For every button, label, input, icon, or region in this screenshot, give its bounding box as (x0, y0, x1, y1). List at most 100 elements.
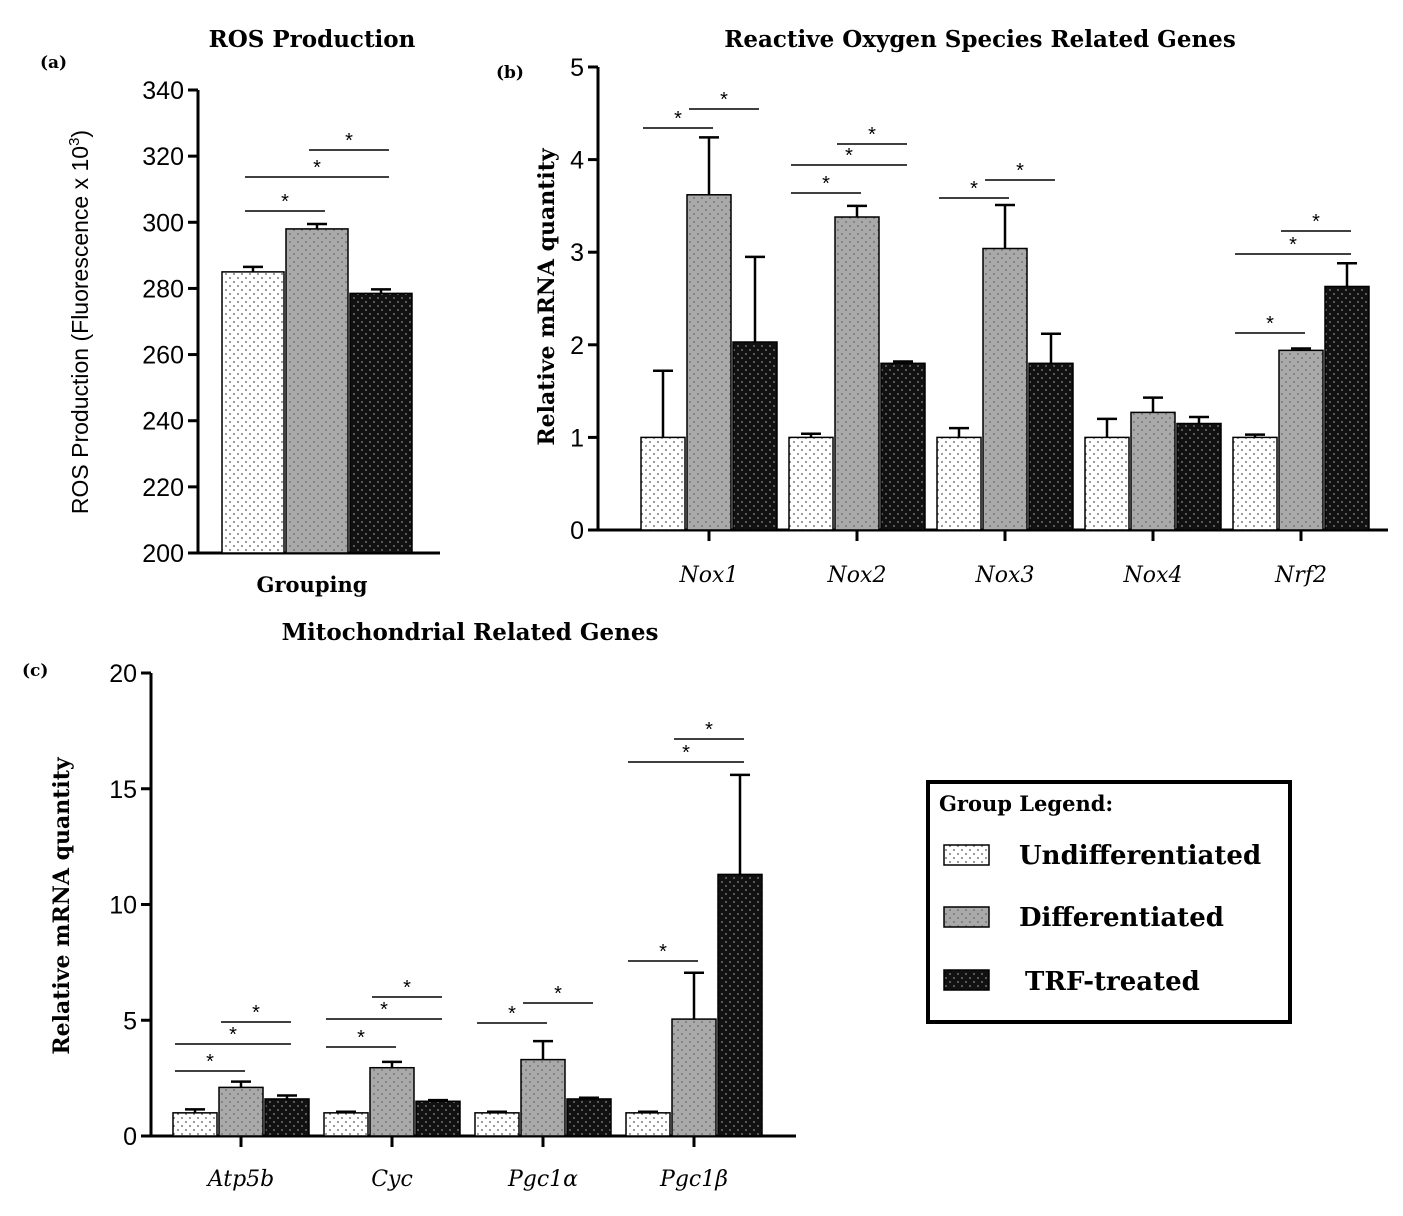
panel-b-x-tick-label: Nox2 (827, 563, 887, 588)
panel-c-ylabel: Relative mRNA quantity (49, 756, 75, 1055)
panel-c-x-tick-label: Cyc (371, 1167, 413, 1192)
panel-c-bar-trf-treated (264, 1098, 310, 1137)
panel-a-ylabel-close: ) (67, 130, 93, 138)
legend-swatch-undifferentiated (943, 844, 990, 866)
panel-b-bar-undifferentiated (936, 436, 982, 531)
panel-b-bar-trf-treated (1176, 422, 1222, 531)
panel-b-bar-differentiated (982, 247, 1028, 531)
panel-b-bar-trf-treated (1324, 285, 1370, 531)
panel-c-bar-undifferentiated (625, 1112, 671, 1137)
panel-c-bar-differentiated (218, 1086, 264, 1137)
panel-c-y-tick-label: 15 (109, 776, 137, 804)
panel-b-chart: (b) Reactive Oxygen Species Related Gene… (496, 26, 1388, 588)
legend-title: Group Legend: (939, 791, 1113, 816)
panel-b-y-tick-label: 1 (570, 424, 584, 452)
panel-a-y-tick-label: 280 (142, 275, 184, 303)
panel-b-bar-differentiated (1130, 411, 1176, 531)
panel-c-y-tick-label: 10 (109, 892, 137, 920)
panel-c-significance-star: * (252, 1002, 260, 1024)
panel-a-y-tick-label: 220 (142, 474, 184, 502)
panel-b-title: Reactive Oxygen Species Related Genes (724, 26, 1236, 53)
panel-c-significance-star: * (659, 941, 667, 963)
panel-b-significance-star: * (720, 89, 728, 111)
panel-b-significance-star: * (822, 173, 830, 195)
panel-c-y-tick-label: 20 (109, 660, 137, 688)
panel-b-significance-star: * (1016, 160, 1024, 182)
panel-a-bar-trf-treated (349, 292, 413, 554)
panel-b-y-tick-label: 0 (570, 517, 584, 545)
panel-b-bar-trf-treated (1028, 362, 1074, 531)
panel-b-bar-undifferentiated (640, 436, 686, 531)
panel-c-bar-trf-treated (415, 1100, 461, 1137)
panel-a-ylabel-superscript: 3 (66, 138, 83, 146)
panel-c-y-tick-label: 0 (123, 1123, 137, 1151)
panel-a-label: (a) (40, 53, 67, 73)
panel-a-y-tick-label: 340 (142, 77, 184, 105)
panel-b-significance-star: * (1266, 313, 1274, 335)
panel-c-chart: (c) Mitochondrial Related Genes Relative… (22, 619, 796, 1192)
panel-c-bar-differentiated (369, 1066, 415, 1137)
panel-a-bar-undifferentiated (221, 271, 285, 554)
panel-c-bar-differentiated (671, 1018, 717, 1137)
panel-c-x-tick-label: Pgc1β (659, 1167, 728, 1192)
panel-a-ylabel: ROS Production (Fluorescence x 103) (66, 130, 93, 514)
panel-b-significance-star: * (868, 124, 876, 146)
panel-b-bar-undifferentiated (1084, 436, 1130, 531)
panel-c-bar-trf-treated (717, 873, 763, 1137)
panel-c-significance-star: * (682, 742, 690, 764)
panel-a-ylabel-main: ROS Production (Fluorescence x 10 (67, 146, 93, 514)
panel-c-significance-star: * (403, 977, 411, 999)
panel-b-ylabel: Relative mRNA quantity (534, 147, 560, 446)
panel-b-bar-differentiated (1278, 349, 1324, 531)
panel-b-bar-trf-treated (732, 341, 778, 531)
panel-c-bar-differentiated (520, 1058, 566, 1137)
panel-b-bar-undifferentiated (1232, 436, 1278, 531)
panel-c-significance-star: * (554, 983, 562, 1005)
panel-b-significance-star: * (845, 145, 853, 167)
legend-swatch-trf-treated (943, 969, 990, 991)
panel-b-y-tick-label: 2 (570, 332, 584, 360)
panel-c-significance-star: * (508, 1003, 516, 1025)
panel-c-bar-trf-treated (566, 1098, 612, 1137)
panel-a-y-tick-label: 200 (142, 540, 184, 568)
panel-b-y-tick-label: 4 (570, 147, 584, 175)
panel-c-x-tick-label: Atp5b (206, 1167, 275, 1192)
panel-c-significance-star: * (229, 1024, 237, 1046)
panel-b-bar-differentiated (834, 216, 880, 531)
panel-c-bar-undifferentiated (172, 1112, 218, 1137)
panel-b-bar-undifferentiated (788, 436, 834, 531)
panel-b-bar-trf-treated (880, 362, 926, 531)
panel-a-y-tick-label: 260 (142, 342, 184, 370)
panel-a-chart: (a) ROS Production Grouping ROS Producti… (40, 26, 440, 597)
panel-a-title: ROS Production (209, 26, 416, 53)
legend-label-trf-treated: TRF-treated (1025, 967, 1200, 997)
panel-a-significance-star: * (281, 191, 289, 213)
panel-b-label: (b) (496, 63, 524, 83)
panel-b-x-tick-label: Nox1 (679, 563, 739, 588)
panel-a-y-tick-label: 320 (142, 143, 184, 171)
panel-c-significance-star: * (206, 1051, 214, 1073)
legend-swatch-differentiated (943, 906, 990, 928)
panel-a-y-tick-label: 300 (142, 209, 184, 237)
panel-c-x-tick-label: Pgc1α (507, 1167, 578, 1192)
panel-a-y-tick-label: 240 (142, 408, 184, 436)
panel-a-bar-differentiated (285, 228, 349, 554)
panel-b-x-tick-label: Nox3 (975, 563, 1035, 588)
panel-b-significance-star: * (970, 178, 978, 200)
panel-c-significance-star: * (380, 999, 388, 1021)
panel-a-significance-star: * (345, 130, 353, 152)
panel-b-significance-star: * (1289, 234, 1297, 256)
legend-label-undifferentiated: Undifferentiated (1019, 841, 1261, 871)
panel-c-bar-undifferentiated (474, 1112, 520, 1137)
panel-b-x-tick-label: Nrf2 (1274, 563, 1327, 588)
panel-b-bar-differentiated (686, 194, 732, 531)
panel-c-significance-star: * (705, 719, 713, 741)
panel-a-xlabel: Grouping (257, 572, 368, 597)
panel-b-x-tick-label: Nox4 (1123, 563, 1183, 588)
panel-b-significance-star: * (674, 108, 682, 130)
panel-b-significance-star: * (1312, 211, 1320, 233)
panel-c-bar-undifferentiated (323, 1112, 369, 1137)
panel-a-significance-star: * (313, 157, 321, 179)
legend: Group Legend: Undifferentiated Different… (926, 780, 1292, 1024)
